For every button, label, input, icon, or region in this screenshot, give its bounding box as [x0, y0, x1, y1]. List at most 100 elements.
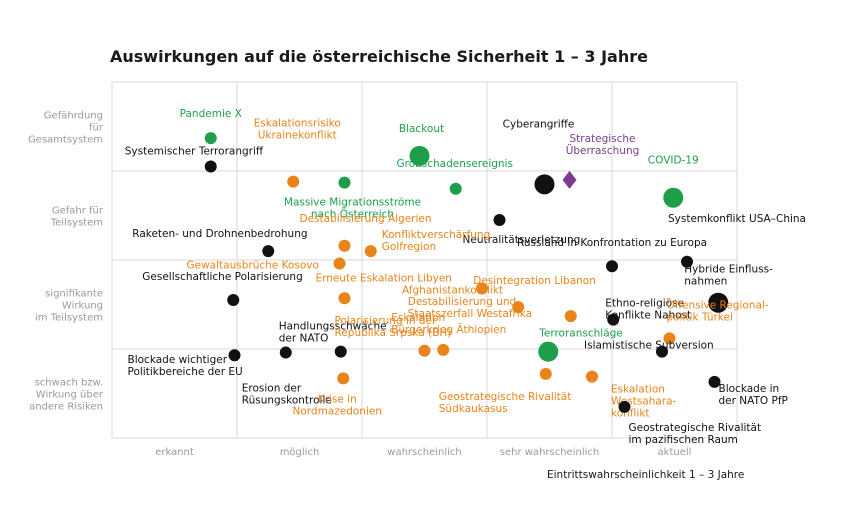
data-point: Neutralitätsverletzung: [463, 213, 581, 246]
data-point-marker: [708, 292, 729, 313]
data-point-label: Russland in Konfrontation zu Europa: [517, 237, 707, 249]
y-tick-label: schwach bzw. Wirkung über andere Risiken: [29, 378, 104, 413]
data-point-marker: [338, 239, 351, 252]
data-point-label: Handlungsschwäche der NATO: [279, 321, 387, 345]
data-point-marker: [333, 257, 346, 270]
data-point: Destabilisierung Algerien: [300, 213, 432, 252]
data-point-marker: [228, 349, 241, 362]
data-point-marker: [364, 245, 377, 258]
data-point-marker: [493, 213, 506, 226]
data-point: Afghanistankonflikt: [402, 282, 503, 296]
data-point: Islamistische Subversion: [584, 340, 714, 358]
x-tick-label: aktuell: [658, 447, 692, 458]
data-point-label: Großschadensereignis: [397, 158, 513, 170]
data-point-label: Konfliktverschärfung Golfregion: [382, 229, 490, 253]
data-point-label: Polarisierung in der Republika Srpska (BH…: [335, 315, 452, 339]
data-point-label: Neutralitätsverletzung: [463, 234, 581, 246]
data-point-label: Blackout: [399, 123, 444, 135]
data-point-marker: [262, 245, 275, 258]
data-point-label: Afghanistankonflikt: [402, 284, 503, 296]
x-tick-label: wahrscheinlich: [387, 447, 461, 458]
data-point-marker: [663, 332, 676, 345]
data-point-label: Hybride Einfluss-nahmen: [684, 264, 773, 288]
data-point: Handlungsschwäche der NATO: [279, 321, 387, 358]
data-point-marker: [338, 292, 351, 305]
y-tick-label: Gefährdung für Gesamtsystem: [28, 111, 104, 146]
data-point: Konfliktverschärfung Golfregion: [364, 229, 490, 258]
data-point-marker: [334, 345, 347, 358]
data-point: Systemkonflikt USA–China: [668, 213, 806, 268]
data-point: Gewaltausbrüche Kosovo: [187, 257, 346, 272]
data-point-marker: [337, 372, 350, 385]
data-point-label: Destabilisierung Algerien: [300, 213, 432, 225]
data-point-marker: [338, 176, 351, 189]
data-point: Systemischer Terrorangriff: [125, 146, 264, 173]
data-point-label: Pandemie X: [180, 108, 242, 120]
data-point: Erneute Eskalation Libyen: [316, 272, 452, 305]
data-point: Blockade wichtiger Politikbereiche der EU: [128, 349, 243, 378]
data-point: Strategische Überraschung: [562, 133, 639, 189]
data-point-marker: [476, 282, 488, 295]
data-point: Gesellschaftliche Polarisierung: [142, 271, 303, 307]
data-point: Polarisierung in der Republika Srpska (BH…: [335, 315, 452, 357]
data-point-marker: [287, 175, 300, 188]
data-point-label: Krise in Nordmazedonien: [293, 393, 383, 417]
data-point-label: Desintegration Libanon: [473, 275, 596, 287]
data-point: Massive Migrationsströme nach Österreich: [284, 176, 421, 221]
data-point-label: Raketen- und Drohnenbedrohung: [132, 228, 307, 240]
data-points: Pandemie X Systemischer Terrorangriff Eska…: [125, 108, 806, 446]
data-point: Destabilisierung und Staatszerfall Westaf…: [408, 296, 577, 323]
data-point-marker: [512, 301, 525, 314]
data-point-marker: [409, 145, 430, 166]
y-tick-label: Gefahr für Teilsystem: [50, 206, 104, 229]
data-point-marker: [204, 132, 217, 145]
data-point-label: Islamistische Subversion: [584, 340, 714, 352]
data-point-marker: [418, 344, 431, 357]
data-point-label: Destabilisierung und Staatszerfall Westaf…: [408, 296, 532, 320]
data-point: COVID-19: [648, 155, 699, 208]
x-axis-labels: erkannt möglich wahrscheinlich sehr wahrsch…: [155, 447, 691, 458]
data-point-marker: [227, 294, 240, 307]
data-point: Blackout: [399, 123, 444, 166]
data-point-label: COVID-19: [648, 155, 699, 167]
data-point-label: Eskalationsrisiko Ukrainekonflikt: [254, 118, 341, 142]
data-point-label: Eskalation Westsahara-konflikt: [611, 384, 677, 420]
data-point: Eskalation Westsahara-konflikt: [586, 370, 677, 420]
data-point: Pandemie X: [180, 108, 242, 145]
data-point-label: Erneute Eskalation Libyen: [316, 272, 452, 284]
x-tick-label: möglich: [280, 447, 320, 458]
data-point-marker: [618, 400, 631, 413]
data-point: Eskalationsrisiko Ukrainekonflikt: [254, 118, 341, 188]
data-point-label: Systemkonflikt USA–China: [668, 213, 806, 225]
data-point-label: Gewaltausbrüche Kosovo: [187, 260, 319, 272]
data-point-marker: [437, 343, 450, 356]
data-point-marker: [539, 367, 552, 380]
y-tick-label: signifikante Wirkung im Teilsystem: [35, 289, 103, 324]
data-point: Cyberangriffe: [503, 118, 575, 195]
data-point-marker: [681, 255, 693, 268]
data-point-marker: [204, 160, 217, 173]
data-point-label: Blockade wichtiger Politikbereiche der EU: [128, 354, 243, 378]
data-point-marker: [562, 170, 577, 189]
data-point: Terroranschläge: [538, 328, 623, 362]
data-point: Raketen- und Drohnenbedrohung: [132, 228, 308, 258]
data-point-label: Ethno-religiöse Konflikte Nahost: [605, 298, 691, 322]
data-point-marker: [564, 310, 577, 323]
data-point: Großschadensereignis: [397, 158, 513, 195]
data-point: Krise in Nordmazedonien: [293, 372, 383, 417]
data-point: Eskalation Bürgerkrieg Äthiopien: [391, 312, 506, 356]
data-point-marker: [538, 341, 559, 362]
x-tick-label: erkannt: [155, 447, 194, 458]
data-point: Russland in Konfrontation zu Europa: [517, 237, 707, 273]
data-point: Ethno-religiöse Konflikte Nahost: [605, 298, 691, 326]
data-point: Geostrategische Rivalität im pazifischen …: [618, 400, 762, 446]
x-axis-title: Eintrittswahrscheinlichkeit 1 – 3 Jahre: [547, 469, 744, 481]
data-point-label: Eskalation Bürgerkrieg Äthiopien: [391, 312, 506, 336]
data-point: Erosion der Rüsungskontrolle: [242, 346, 332, 407]
data-point-label: Cyberangriffe: [503, 118, 575, 130]
data-point-label: Geostrategische Rivalität im pazifischen …: [629, 422, 762, 446]
data-point-label: Terroranschläge: [538, 328, 623, 340]
data-point-label: Blockade in der NATO PfP: [719, 383, 788, 407]
x-tick-label: sehr wahrscheinlich: [500, 447, 599, 458]
